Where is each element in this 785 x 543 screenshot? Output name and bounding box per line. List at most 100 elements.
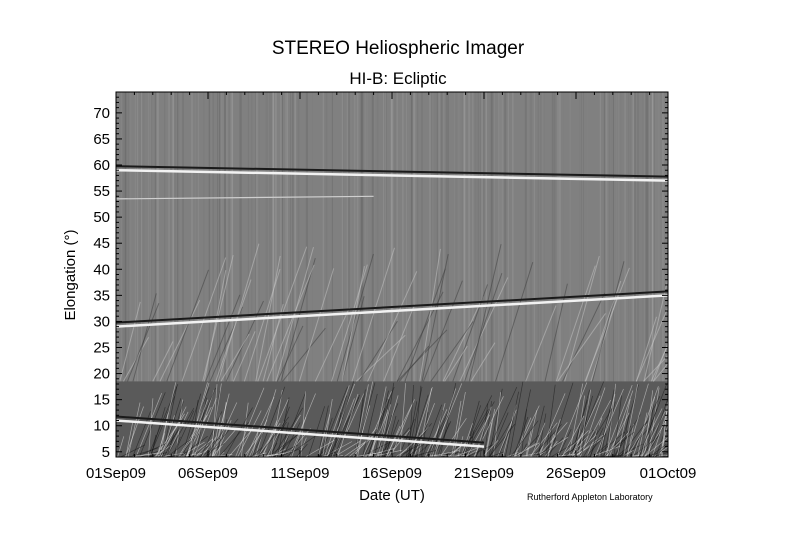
texture-streak: [125, 92, 127, 381]
texture-streak: [354, 92, 356, 381]
texture-streak: [219, 92, 220, 381]
texture-streak: [248, 92, 249, 381]
texture-streak: [455, 92, 457, 381]
texture-streak: [306, 92, 308, 381]
texture-streak: [236, 92, 237, 381]
chart-subtitle: HI-B: Ecliptic: [349, 69, 447, 88]
texture-ray: [665, 434, 691, 457]
texture-streak: [195, 92, 196, 381]
y-axis-label: Elongation (°): [62, 229, 79, 320]
y-tick-label: 15: [93, 392, 110, 409]
texture-streak: [445, 92, 446, 381]
texture-streak: [277, 92, 278, 381]
texture-streak: [492, 92, 493, 381]
texture-streak: [658, 92, 659, 381]
texture-streak: [256, 92, 257, 381]
texture-streak: [347, 92, 348, 381]
texture-streak: [612, 92, 613, 381]
y-tick-label: 25: [93, 340, 110, 357]
texture-streak: [321, 92, 322, 381]
texture-streak: [498, 92, 499, 381]
texture-streak: [534, 92, 535, 381]
texture-streak: [619, 92, 620, 381]
texture-streak: [551, 92, 552, 381]
texture-streak: [553, 92, 555, 381]
texture-streak: [443, 92, 444, 381]
texture-streak: [632, 92, 634, 381]
texture-streak: [361, 92, 363, 381]
texture-streak: [240, 92, 242, 381]
texture-streak: [513, 92, 515, 381]
texture-streak: [472, 92, 473, 381]
texture-streak: [117, 92, 118, 381]
x-tick-label: 11Sep09: [271, 465, 330, 482]
texture-streak: [630, 92, 631, 381]
y-tick-label: 40: [93, 261, 110, 278]
texture-streak: [282, 92, 283, 381]
texture-streak: [628, 92, 629, 381]
texture-streak: [561, 92, 562, 381]
texture-streak: [141, 92, 142, 381]
texture-streak: [392, 92, 393, 381]
texture-streak: [342, 92, 344, 381]
texture-streak: [211, 92, 212, 381]
y-tick-label: 50: [93, 209, 110, 226]
texture-streak: [557, 92, 558, 381]
texture-streak: [280, 92, 281, 381]
credit-text: Rutherford Appleton Laboratory: [527, 492, 653, 502]
texture-streak: [135, 92, 136, 381]
texture-streak: [412, 92, 413, 381]
texture-streak: [158, 92, 159, 381]
texture-streak: [606, 92, 607, 381]
texture-streak: [305, 92, 306, 381]
y-tick-label: 55: [93, 183, 110, 200]
texture-streak: [659, 92, 661, 381]
texture-streak: [174, 92, 176, 381]
y-tick-label: 65: [93, 131, 110, 148]
plot-area: [116, 92, 703, 457]
texture-streak: [662, 92, 664, 381]
texture-streak: [121, 92, 123, 381]
texture-streak: [123, 92, 124, 381]
texture-streak: [625, 92, 626, 381]
x-axis-label: Date (UT): [359, 487, 425, 504]
texture-streak: [656, 92, 657, 381]
x-tick-label: 21Sep09: [454, 465, 514, 482]
texture-streak: [367, 92, 369, 381]
texture-streak: [506, 92, 507, 381]
texture-streak: [504, 92, 506, 381]
y-tick-label: 45: [93, 235, 110, 252]
texture-streak: [544, 92, 545, 381]
texture-streak: [538, 92, 539, 381]
texture-streak: [380, 92, 381, 381]
texture-streak: [224, 92, 226, 381]
texture-streak: [137, 92, 138, 381]
texture-streak: [268, 92, 269, 381]
texture-streak: [406, 92, 407, 381]
texture-streak: [616, 92, 617, 381]
chart-title: STEREO Heliospheric Imager: [272, 38, 525, 59]
texture-streak: [155, 92, 156, 381]
texture-streak: [374, 92, 375, 381]
texture-streak: [435, 92, 436, 381]
heatmap-texture: [116, 92, 703, 457]
texture-streak: [474, 92, 476, 381]
texture-streak: [493, 92, 495, 381]
texture-streak: [422, 92, 423, 381]
texture-streak: [448, 92, 450, 381]
texture-streak: [372, 92, 374, 381]
texture-streak: [411, 92, 412, 381]
texture-streak: [165, 92, 166, 381]
texture-streak: [209, 92, 211, 381]
y-tick-label: 10: [93, 418, 110, 435]
texture-streak: [476, 92, 477, 381]
texture-streak: [150, 92, 152, 381]
x-tick-label: 26Sep09: [546, 465, 606, 482]
texture-streak: [203, 92, 204, 381]
texture-streak: [646, 92, 648, 381]
texture-streak: [502, 92, 504, 381]
texture-streak: [526, 92, 528, 381]
texture-streak: [357, 92, 359, 381]
texture-streak: [414, 92, 416, 381]
texture-streak: [652, 92, 653, 381]
